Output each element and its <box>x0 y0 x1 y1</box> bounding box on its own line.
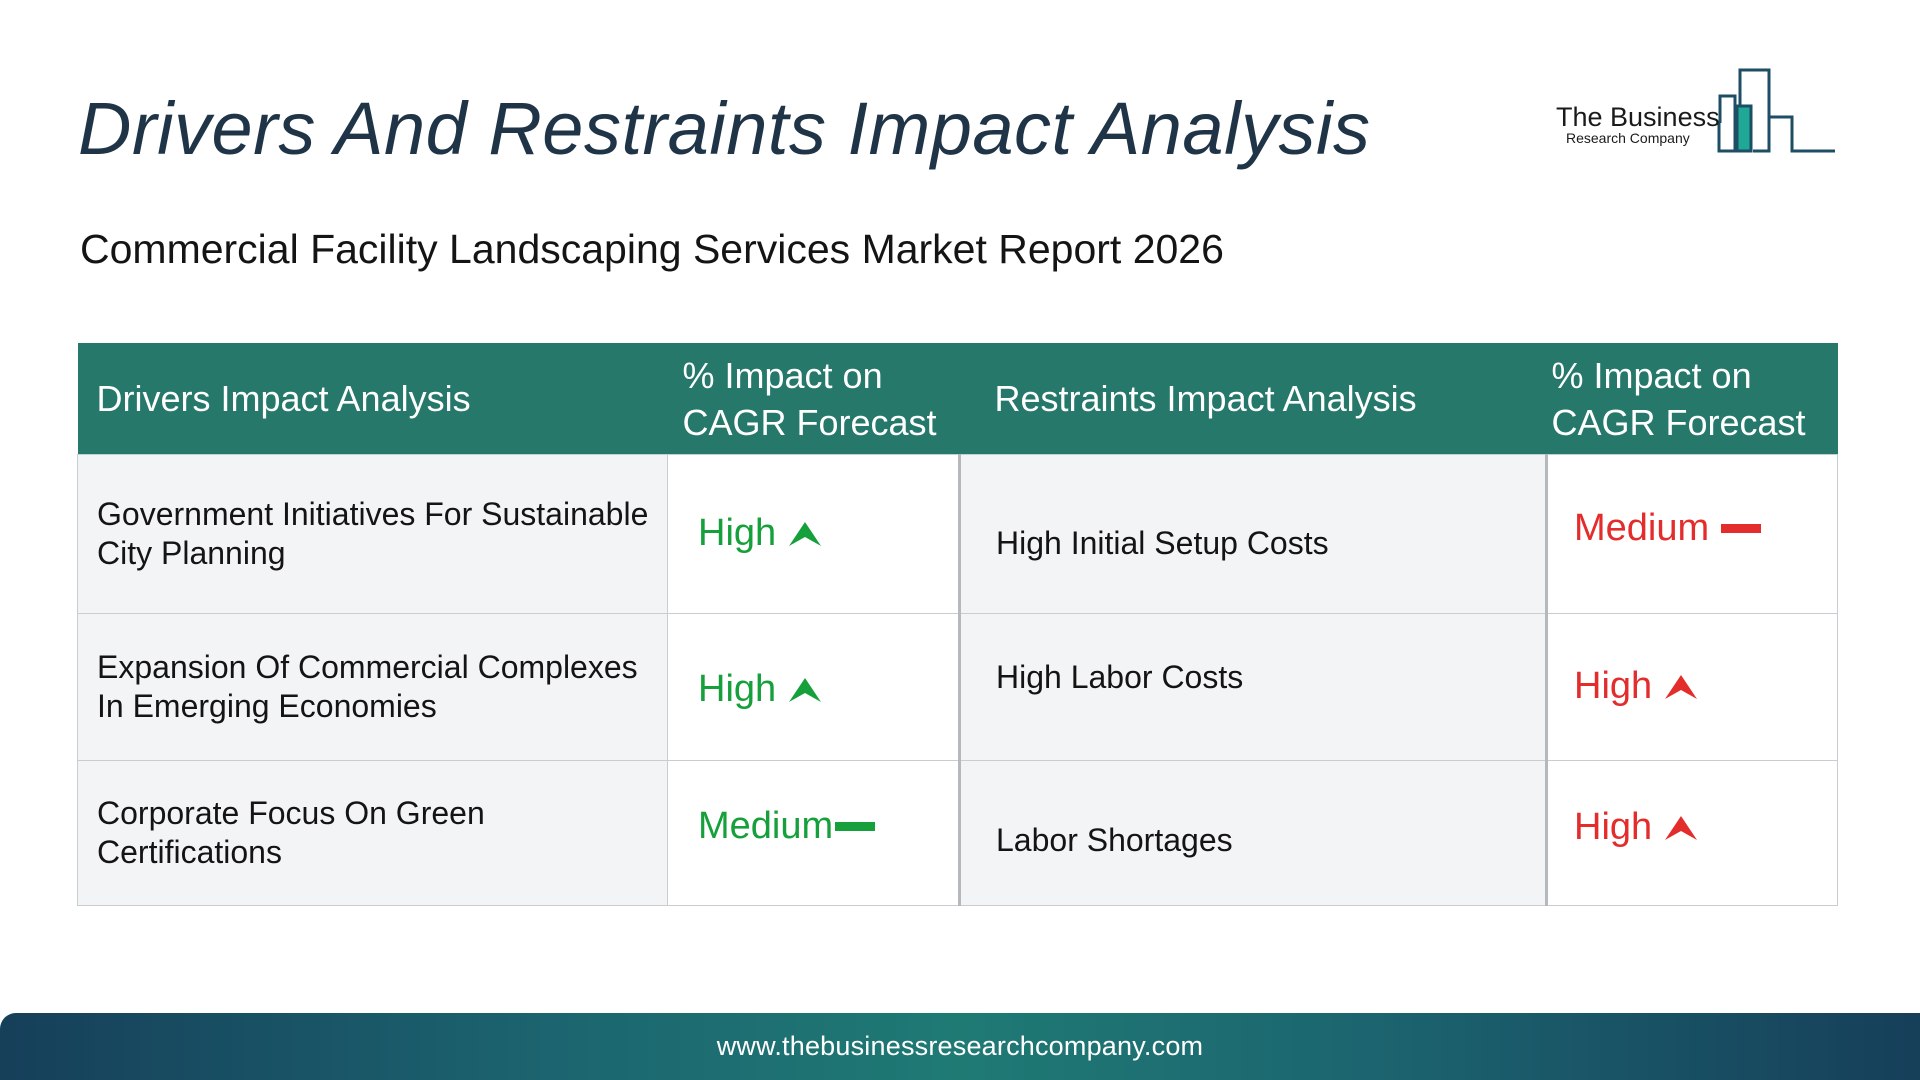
driver-impact-label: High <box>698 512 777 554</box>
table-header-row: Drivers Impact Analysis % Impact on CAGR… <box>77 343 1838 455</box>
dash-icon <box>835 822 876 831</box>
restraint-impact-cell: High <box>1545 760 1838 906</box>
table-row: Government Initiatives For Sustainable C… <box>77 454 1838 614</box>
impact-table: Drivers Impact Analysis % Impact on CAGR… <box>77 343 1838 906</box>
driver-text: Corporate Focus On Green Certifications <box>97 795 485 870</box>
driver-text: Expansion Of Commercial Complexes In Eme… <box>97 649 638 724</box>
restraint-impact-label: Medium <box>1574 507 1710 549</box>
restraint-impact-cell: High <box>1545 613 1838 761</box>
restraint-text: High Labor Costs <box>996 658 1244 695</box>
driver-impact: Medium <box>698 805 876 847</box>
restraint-cell: High Labor Costs <box>958 613 1547 761</box>
footer-url[interactable]: www.thebusinessresearchcompany.com <box>716 1031 1204 1061</box>
restraint-impact-cell: Medium <box>1545 454 1838 614</box>
up-arrow-icon <box>789 677 822 702</box>
driver-impact-label: Medium <box>698 805 834 847</box>
driver-cell: Government Initiatives For Sustainable C… <box>77 454 668 614</box>
restraint-impact-label: High <box>1574 665 1653 707</box>
footer-bar: www.thebusinessresearchcompany.com <box>0 1013 1920 1080</box>
up-arrow-icon <box>1665 674 1698 699</box>
logo-bars-icon <box>1717 68 1835 153</box>
impact-table-container: Drivers Impact Analysis % Impact on CAGR… <box>77 343 1838 906</box>
driver-impact-label: High <box>698 668 777 710</box>
company-logo: The Business Research Company <box>1552 66 1838 156</box>
driver-text: Government Initiatives For Sustainable C… <box>97 496 649 571</box>
header-restraint-impact: % Impact on CAGR Forecast <box>1546 343 1838 455</box>
page-title: Drivers And Restraints Impact Analysis <box>78 87 1371 170</box>
driver-impact: High <box>698 670 822 709</box>
logo-tagline: Research Company <box>1566 130 1690 146</box>
driver-impact-cell: High <box>667 613 960 761</box>
up-arrow-icon <box>1665 815 1698 840</box>
driver-impact-cell: Medium <box>667 760 960 906</box>
driver-impact-cell: High <box>667 454 960 614</box>
driver-cell: Expansion Of Commercial Complexes In Eme… <box>77 613 668 761</box>
header-restraints: Restraints Impact Analysis <box>959 343 1547 455</box>
table-row: Corporate Focus On Green Certifications … <box>77 760 1838 906</box>
up-arrow-icon <box>789 521 822 546</box>
header-driver-impact: % Impact on CAGR Forecast <box>667 343 960 455</box>
restraint-cell: Labor Shortages <box>958 760 1547 906</box>
logo-name: The Business <box>1556 102 1720 132</box>
table-row: Expansion Of Commercial Complexes In Eme… <box>77 613 1838 761</box>
restraint-impact: High <box>1574 808 1698 847</box>
restraint-impact: High <box>1574 667 1698 706</box>
restraint-impact: Medium <box>1574 507 1762 549</box>
restraint-impact-label: High <box>1574 806 1653 848</box>
restraint-cell: High Initial Setup Costs <box>958 454 1547 614</box>
driver-cell: Corporate Focus On Green Certifications <box>77 760 668 906</box>
header-drivers: Drivers Impact Analysis <box>77 343 668 455</box>
restraint-text: High Initial Setup Costs <box>996 524 1329 561</box>
driver-impact: High <box>698 514 822 553</box>
restraint-text: Labor Shortages <box>996 821 1233 858</box>
report-subtitle: Commercial Facility Landscaping Services… <box>80 226 1224 272</box>
dash-icon <box>1721 524 1762 533</box>
